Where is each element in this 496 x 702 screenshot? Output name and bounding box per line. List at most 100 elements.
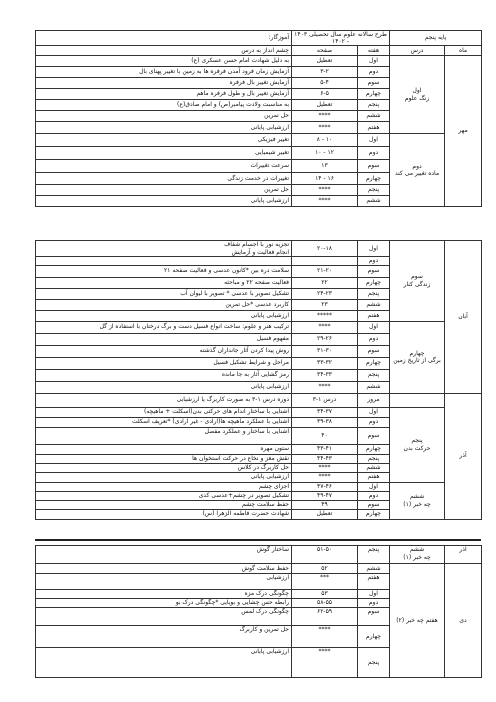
week-cell: اول <box>357 320 390 334</box>
topic-cell: حل تمرین و کاربرگ <box>35 625 292 648</box>
week-cell: پنجم <box>357 287 390 300</box>
week-cell: اول <box>357 133 391 147</box>
topic-cell: آشنایی با ساختار و عملکرد مفصل <box>35 426 292 445</box>
week-cell: سوم <box>357 499 390 510</box>
page-cell: درس ۱-۳ <box>291 392 358 408</box>
topic-cell: رمز گشایی آثار به جا مانده <box>35 368 292 382</box>
month-cell: آذر <box>444 545 482 564</box>
page-cell: ۲۳ <box>291 298 358 311</box>
col-week: هفته <box>357 45 391 56</box>
table-row: دی هفتم چه خبر (۲) ششم ۵۲ حفظ سلامت گوش <box>35 563 482 678</box>
topic-cell: آزمایش تغییر بال و طول فرفره ماهم <box>35 88 292 100</box>
week-cell: دوم <box>357 598 390 608</box>
table-row: پنجم حرکت بدن اول ۳۴-۳۷ آشنایی با ساختار… <box>35 406 482 483</box>
grade-label: پایه پنجم <box>389 30 483 46</box>
week-cell: ششم <box>357 462 390 473</box>
page-cell: ۱۶ - ۱۴ <box>290 172 359 185</box>
topic-cell: ترکیب هنر و علوم: ساخت انواع فسیل دست و … <box>35 320 292 334</box>
page-cell: ۱۳ <box>290 159 359 173</box>
page-cell: ۴۷-۴۶ <box>291 481 358 492</box>
page-cell: ۱۰ - ۸ <box>290 133 359 147</box>
section-divider <box>35 539 481 541</box>
page-cell: ۳۳-۳۲ <box>291 356 358 370</box>
week-cell: ششم <box>357 298 390 311</box>
col-lesson: درس <box>389 45 446 56</box>
week-cell: دوم <box>357 332 390 346</box>
topic-cell: ارزشیابی پایانی <box>35 121 292 134</box>
topic-cell: سلامت دره بین *کانون عدسی و فعالیت صفحه … <box>35 264 292 278</box>
topic-cell: حل تمرین <box>35 110 292 122</box>
page-cell: ۱۲ - ۱۰ <box>290 146 359 160</box>
topic-cell: تغییرات در خدمت زندگی <box>35 172 292 185</box>
page-cell: ۳۱-۳۰ <box>291 344 358 358</box>
table-row: آبان سوم زندگی کنار اول ۲۰-۱۸ تجزیه نور … <box>35 240 482 394</box>
topic-cell: ارزشیابی <box>35 573 292 590</box>
week-cell: پنجم <box>357 99 391 111</box>
week-cell: اول <box>357 240 390 257</box>
topic-cell: تشکیل تصویر در چشم+عدسی کدی <box>35 490 292 501</box>
topic-cell: حل کاربرگ در کلاس <box>35 462 292 473</box>
page-cell: تعطیل <box>290 55 359 67</box>
topic-cell <box>35 256 292 266</box>
week-cell: ششم <box>357 110 391 122</box>
table-row: دوم ماده تغییر می کند اول ۱۰ - ۸ تغییر ف… <box>35 133 482 207</box>
topic-cell: به مناسبت ولادت پیامبر(ص) و امام صادق(ع) <box>35 99 292 111</box>
page-cell: **** <box>291 471 358 483</box>
topic-cell: تغییر شیمیایی <box>35 146 292 160</box>
page-cell: تعطیل <box>290 99 359 111</box>
week-cell: ششم <box>357 380 390 394</box>
topic-cell: حفظ سلامت چشم <box>35 499 292 510</box>
topic-cell: ارزشیابی پایانی <box>35 195 292 207</box>
week-cell: پنجم <box>357 368 390 382</box>
page-cell: ۲۴-۲۳ <box>291 287 358 300</box>
topic-cell: ستون مهره <box>35 443 292 455</box>
week-cell: چهارم <box>357 625 390 648</box>
topic-cell: رابطه حس چشایی و بویایی *چگونگی درک بو <box>35 598 292 608</box>
week-cell: دوم <box>357 490 390 501</box>
week-cell: دوم <box>357 66 391 78</box>
plan-table-1: پایه پنجم طرح سالانه علوم سال تحصیلی ۱۴۰… <box>35 30 483 207</box>
page-cell: **** <box>291 462 358 473</box>
page-cell: **** <box>290 195 359 207</box>
page-cell: ۲۹-۲۶ <box>291 332 358 346</box>
lesson-cell: هفتم چه خبر (۲) <box>389 563 445 678</box>
week-cell: ششم <box>357 563 390 574</box>
topic-cell: آشنایی با عملکرد ماهیچه ها(ارادی - غیر ا… <box>35 416 292 428</box>
page-cell: ۲۲ <box>291 276 358 289</box>
topic-cell: نقش مغز و نخاع در حرکت استخوان ها <box>35 453 292 464</box>
month-cell: آبان <box>444 240 482 394</box>
week-cell: دوم <box>357 146 391 160</box>
page-cell: **** <box>291 380 358 394</box>
plan-table-3: آذر ششم چه خبر (۱) پنجم ۵۱-۵۰ ساختار گوش… <box>35 545 482 678</box>
week-cell: ششم <box>357 195 391 207</box>
week-cell: پنجم <box>357 647 390 678</box>
col-topic: چشم انداز به درس <box>35 45 292 56</box>
topic-cell: تغییر فیزیکی <box>35 133 292 147</box>
table-row: چهارم **** حل تمرین و کاربرگ <box>35 625 482 648</box>
week-cell: سوم <box>357 426 390 445</box>
page-cell: ۴۴-۴۳ <box>291 453 358 464</box>
week-cell: پنجم <box>357 453 390 464</box>
topic-cell: ارزشیابی پایانی <box>35 309 292 322</box>
week-cell: سوم <box>357 607 390 626</box>
week-cell: چهارم <box>357 172 391 185</box>
week-cell: پنجم <box>357 184 391 196</box>
page-cell: ۳۴-۳۷ <box>291 406 358 418</box>
week-cell: هفتم <box>357 471 390 483</box>
table-row: آذر ششم چه خبر (۱) پنجم ۵۱-۵۰ ساختار گوش <box>35 545 482 564</box>
week-cell: هفتم <box>357 121 391 134</box>
table-row: دوم ۳-۲ آزمایش زمان فرود آمدن فرفره ها ب… <box>35 66 482 78</box>
table-row: چهارم ۶-۵ آزمایش تغییر بال و طول فرفره م… <box>35 88 482 100</box>
page-cell <box>291 256 358 266</box>
table-row: سوم ۲۱-۲۰ سلامت دره بین *کانون عدسی و فع… <box>35 264 482 278</box>
page-cell: *** <box>291 573 358 590</box>
page-cell: ***** <box>291 309 358 322</box>
column-header-row: ماه درس هفته صفحه چشم انداز به درس <box>35 45 483 56</box>
topic-cell: مفهوم فسیل <box>35 332 292 346</box>
lesson-cell: چهارم برگی از تاریخ زمین <box>389 320 445 394</box>
table-row: چهارم برگی از تاریخ زمین اول **** ترکیب … <box>35 320 482 394</box>
page-cell: ۳-۲ <box>290 66 359 78</box>
week-cell: سوم <box>357 159 391 173</box>
week-cell: اول <box>357 55 391 67</box>
